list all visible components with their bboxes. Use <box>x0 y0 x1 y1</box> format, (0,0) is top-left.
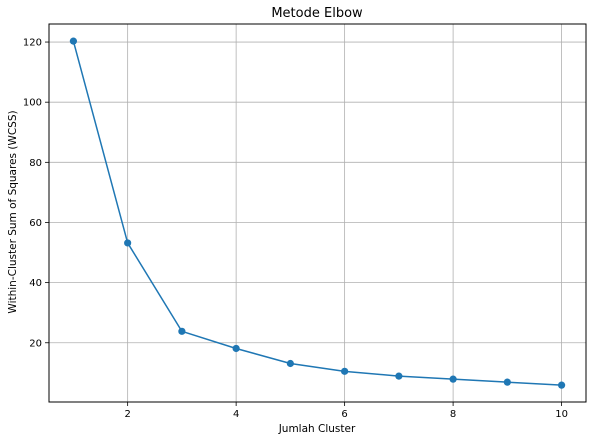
y-tick-label: 100 <box>23 98 42 109</box>
x-tick-label: 4 <box>233 409 239 420</box>
data-point <box>286 359 294 368</box>
grid <box>49 24 586 402</box>
y-tick-label: 60 <box>29 218 42 229</box>
data-point <box>341 367 349 375</box>
x-tick-label: 10 <box>555 409 568 420</box>
data-point <box>178 327 186 335</box>
data-point <box>124 239 132 247</box>
y-axis-label: Within-Cluster Sum of Squares (WCSS) <box>7 110 19 313</box>
x-tick-label: 6 <box>341 409 347 420</box>
chart-title: Metode Elbow <box>271 6 363 21</box>
plot-frame <box>48 23 587 403</box>
data-point <box>232 344 240 353</box>
data-point <box>69 37 78 45</box>
y-tick-label: 40 <box>29 278 42 289</box>
y-tick-label: 120 <box>23 38 42 49</box>
x-ticks: 2 4 6 8 10 <box>124 402 568 420</box>
y-tick-label: 80 <box>29 158 42 169</box>
y-tick-label: 20 <box>29 338 42 349</box>
data-point <box>449 375 457 383</box>
x-tick-label: 2 <box>124 409 130 420</box>
x-axis-label: Jumlah Cluster <box>278 423 356 435</box>
x-tick-label: 8 <box>450 409 456 420</box>
series <box>69 37 566 389</box>
data-point <box>557 381 566 389</box>
y-ticks: 20 40 60 80 100 120 <box>23 38 49 349</box>
series-line <box>72 40 562 386</box>
data-point <box>503 378 511 386</box>
data-point <box>395 372 403 380</box>
